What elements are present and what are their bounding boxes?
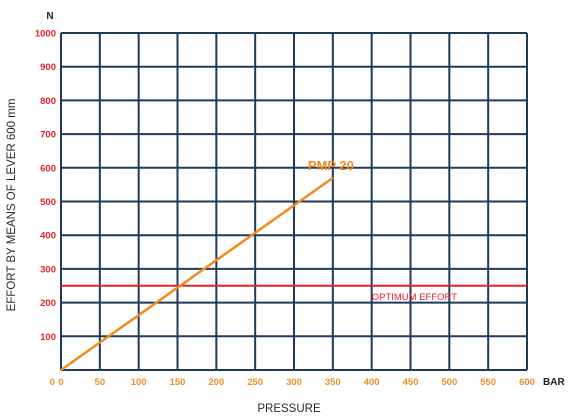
x-tick-label-7: 350 (325, 377, 341, 388)
y-tick-label-5: 600 (40, 163, 56, 174)
x-tick-label-2: 100 (131, 377, 147, 388)
x-tick-label-12: 600 (519, 377, 535, 388)
y-tick-label-0: 100 (40, 332, 56, 343)
optimum-effort-label: OPTIMUM EFFORT (372, 292, 458, 303)
x-tick-label-1: 50 (95, 377, 106, 388)
x-tick-label-9: 450 (403, 377, 419, 388)
y-tick-label-3: 400 (40, 231, 56, 242)
y-tick-label-8: 900 (40, 62, 56, 73)
series-group: PMP 20 (60, 158, 354, 372)
x-tick-label-4: 200 (208, 377, 224, 388)
x-tick-labels: 0 50 100 150 200 250 300 350 400 450 500 550 600 (58, 377, 535, 388)
x-tick-label-0: 0 (58, 377, 63, 388)
y-tick-label-6: 700 (40, 130, 56, 141)
x-axis-title: PRESSURE (257, 403, 321, 415)
x-tick-label-5: 250 (247, 377, 263, 388)
series-label-pmp-20: PMP 20 (308, 158, 354, 173)
series-line-pmp-20 (60, 176, 334, 372)
y-tick-label-7: 800 (40, 96, 56, 107)
x-unit-label: BAR (543, 377, 565, 388)
grid (60, 32, 528, 371)
x-tick-label-6: 300 (286, 377, 302, 388)
y-zero-label: 0 (50, 377, 55, 388)
x-tick-label-10: 500 (441, 377, 457, 388)
x-tick-label-11: 550 (480, 377, 496, 388)
y-tick-label-9: 1000 (35, 29, 56, 40)
x-tick-label-3: 150 (170, 377, 186, 388)
y-tick-label-2: 300 (40, 264, 56, 275)
y-unit-label: N (46, 11, 53, 22)
y-tick-label-4: 500 (40, 197, 56, 208)
y-tick-label-1: 200 (40, 298, 56, 309)
x-tick-label-8: 400 (364, 377, 380, 388)
y-tick-labels: 100 200 300 400 500 600 700 800 900 1000 0 (35, 29, 56, 389)
y-axis-title: EFFORT BY MEANS OF LEVER 600 mm (6, 99, 18, 312)
reference-lines: OPTIMUM EFFORT (61, 284, 527, 303)
